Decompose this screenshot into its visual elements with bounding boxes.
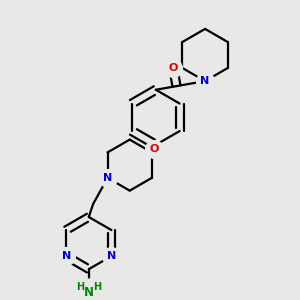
Text: N: N: [200, 76, 210, 86]
Text: O: O: [149, 144, 158, 154]
Text: N: N: [103, 173, 112, 183]
Text: O: O: [169, 63, 178, 73]
Text: N: N: [61, 251, 71, 261]
Text: H: H: [93, 282, 101, 292]
Text: N: N: [107, 251, 116, 261]
Text: H: H: [76, 282, 85, 292]
Text: N: N: [84, 286, 94, 299]
